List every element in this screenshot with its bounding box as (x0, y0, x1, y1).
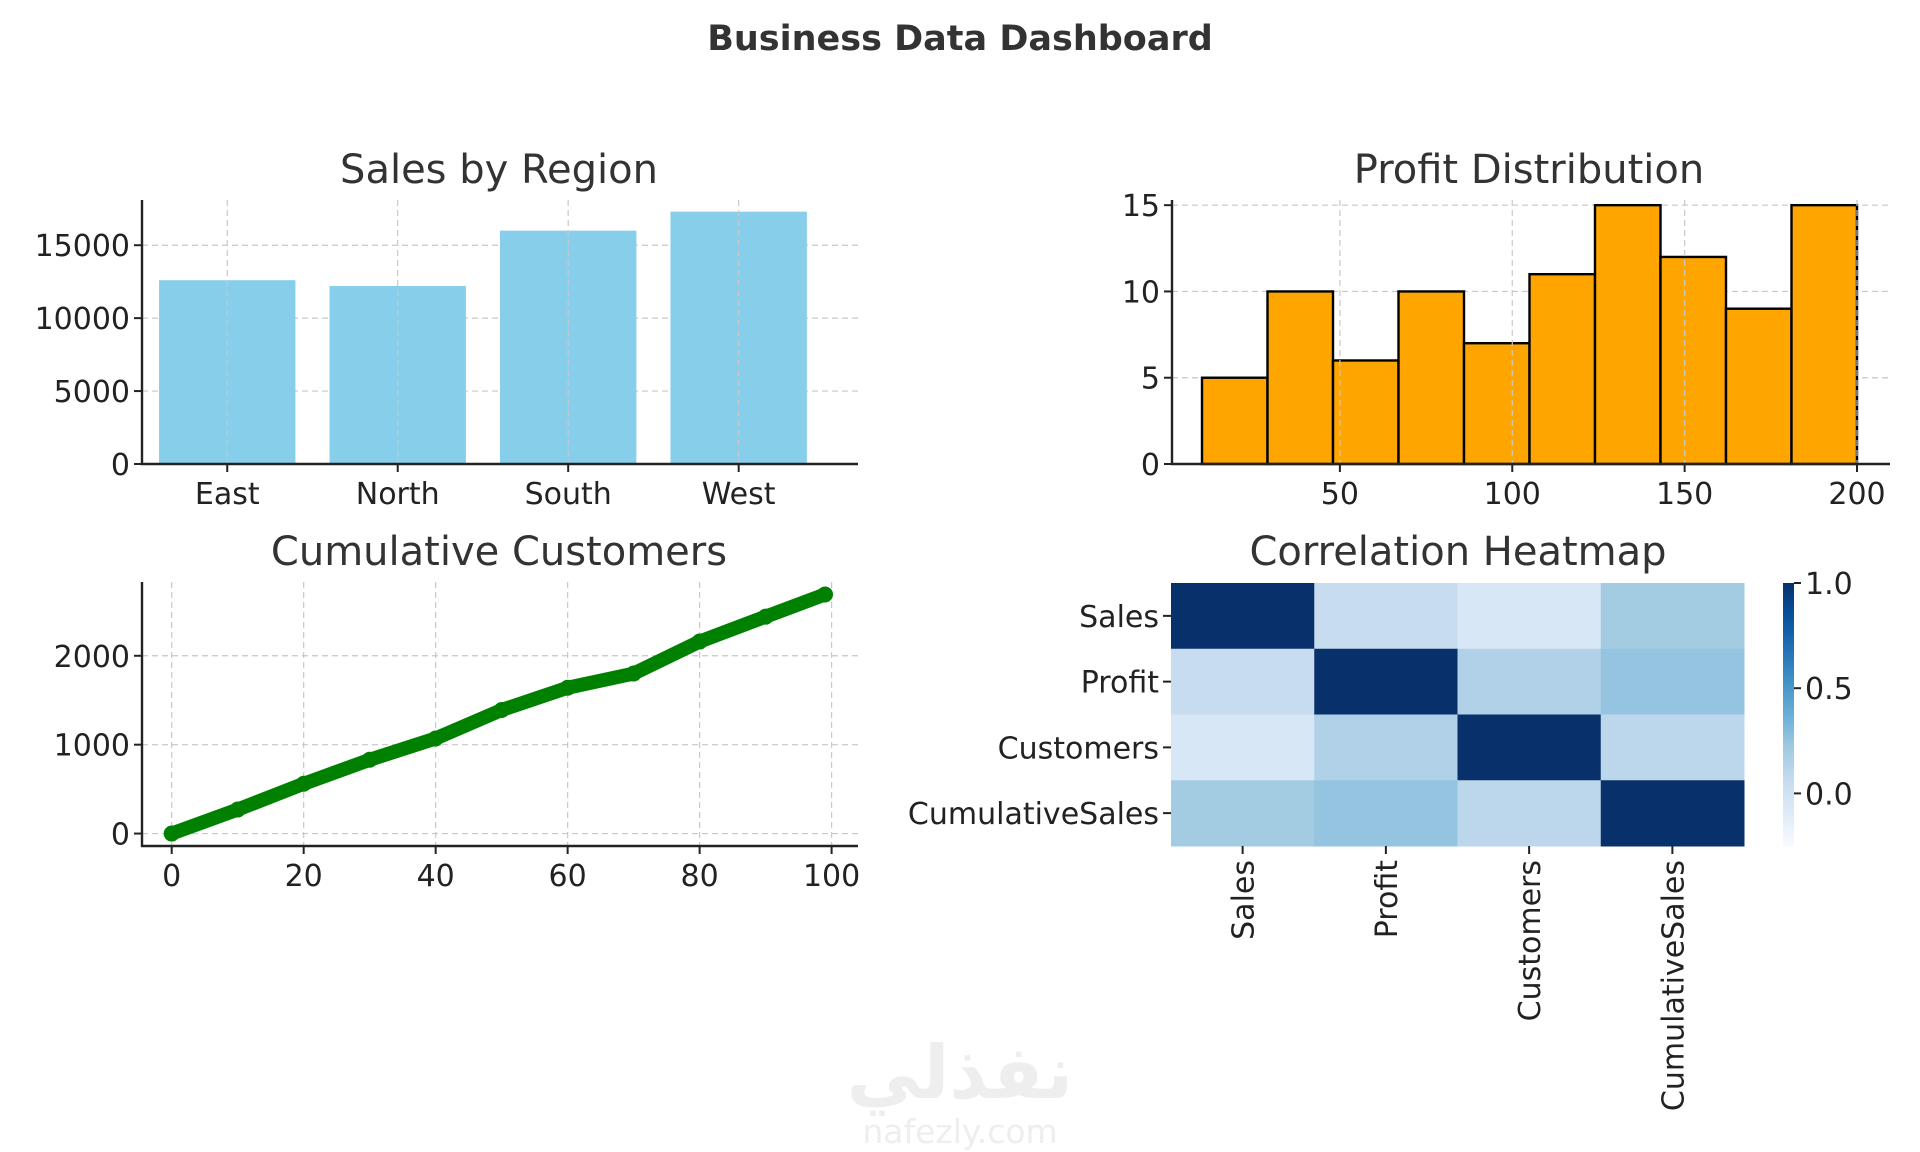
heatmap-row-label: Customers (998, 731, 1159, 766)
watermark: نفذلي nafezly.com (847, 1030, 1073, 1151)
heatmap-col-label: CumulativeSales (1656, 860, 1691, 1111)
hist-ytick-label: 5 (1141, 362, 1160, 397)
heatmap-cell-1-0 (1171, 648, 1315, 715)
line-xtick-label: 40 (417, 859, 455, 894)
bar-xtick-label: West (702, 477, 776, 512)
hist-bar-7 (1659, 255, 1728, 466)
hist-xtick-label: 50 (1321, 477, 1359, 512)
sales-by-region-title: Sales by Region (340, 147, 658, 193)
customers-point-10 (817, 586, 834, 603)
hist-bar-8 (1724, 307, 1793, 466)
customers-point-7 (625, 665, 642, 682)
customers-point-1 (229, 801, 246, 818)
bar-ytick-label: 0 (111, 448, 130, 483)
correlation-heatmap-title: Correlation Heatmap (1249, 529, 1666, 575)
heatmap-row-label: CumulativeSales (908, 797, 1159, 832)
heatmap-cell-0-2 (1457, 583, 1602, 650)
heatmap-col-label: Sales (1227, 860, 1262, 940)
line-xtick-label: 20 (285, 859, 323, 894)
hist-bar-3 (1397, 290, 1466, 466)
line-xtick-label: 100 (803, 859, 860, 894)
correlation-heatmap-chart: Correlation Heatmap Sales Sales Profit Prof… (908, 529, 1853, 1111)
customers-point-4 (427, 730, 444, 747)
customers-point-5 (493, 702, 510, 718)
hist-ytick-label: 10 (1122, 275, 1160, 310)
bar-ytick-label: 5000 (54, 375, 130, 410)
hist-ytick-label: 0 (1141, 448, 1160, 483)
customers-point-9 (757, 608, 774, 625)
hist-bar-1 (1266, 290, 1335, 466)
watermark-latin: nafezly.com (862, 1112, 1057, 1151)
cumulative-customers-chart: Cumulative Customers 0 1000 2000 0 20 40 60 80 1… (54, 529, 861, 894)
bar-ytick-label: 15000 (35, 229, 130, 264)
customers-point-0 (163, 825, 180, 842)
heatmap-cell-3-2 (1457, 780, 1602, 847)
heatmap-cell-3-3 (1600, 780, 1745, 847)
heatmap-cell-3-0 (1171, 780, 1315, 847)
heatmap-cell-2-1 (1314, 714, 1458, 781)
heatmap-col-label: Profit (1370, 860, 1405, 938)
hist-bar-2 (1331, 359, 1400, 466)
line-xtick-label: 60 (549, 859, 587, 894)
dashboard-title: Business Data Dashboard (707, 19, 1213, 59)
watermark-arabic: نفذلي (847, 1030, 1073, 1116)
heatmap-cell-1-2 (1457, 648, 1602, 715)
colorbar-tick-label: 0.0 (1805, 777, 1853, 812)
hist-bar-0 (1200, 376, 1269, 466)
hist-bar-9 (1790, 203, 1859, 466)
bar-xtick-label: South (525, 477, 612, 512)
heatmap-cell-2-3 (1600, 714, 1745, 781)
bar-ytick-label: 10000 (35, 302, 130, 337)
heatmap-cell-3-1 (1314, 780, 1458, 847)
customers-point-2 (295, 775, 312, 792)
heatmap-row-label: Profit (1081, 666, 1159, 701)
heatmap-cell-0-3 (1600, 583, 1745, 650)
line-xtick-label: 0 (162, 859, 181, 894)
hist-xtick-label: 150 (1656, 477, 1713, 512)
profit-distribution-title: Profit Distribution (1354, 147, 1704, 193)
cumulative-customers-title: Cumulative Customers (271, 529, 727, 575)
hist-bar-4 (1462, 342, 1531, 466)
heatmap-col-label: Customers (1513, 860, 1548, 1021)
customers-point-6 (559, 679, 576, 696)
customers-point-8 (691, 633, 708, 650)
line-ytick-label: 1000 (54, 729, 130, 764)
bar-xtick-label: East (195, 477, 260, 512)
hist-bar-5 (1528, 272, 1597, 466)
hist-bar-6 (1593, 203, 1662, 466)
colorbar (1783, 583, 1794, 846)
heatmap-cell-1-3 (1600, 648, 1745, 715)
hist-ytick-label: 15 (1122, 189, 1160, 224)
line-ytick-label: 0 (111, 818, 130, 853)
heatmap-cell-2-0 (1171, 714, 1315, 781)
heatmap-row-label: Sales (1079, 600, 1159, 635)
line-xtick-label: 80 (681, 859, 719, 894)
colorbar-tick-label: 1.0 (1805, 567, 1853, 602)
bar-west (670, 211, 807, 464)
line-axes (140, 582, 858, 848)
sales-by-region-chart: Sales by Region 0 5000 10000 15000 East North… (35, 147, 858, 512)
heatmap-cell-2-2 (1457, 714, 1602, 781)
hist-xtick-label: 100 (1484, 477, 1541, 512)
heatmap-cell-0-0 (1171, 583, 1315, 650)
bar-xtick-label: North (356, 477, 440, 512)
bar-axes (140, 200, 858, 466)
customers-point-3 (361, 751, 378, 768)
heatmap-cell-1-1 (1314, 648, 1458, 715)
heatmap-cell-0-1 (1314, 583, 1458, 650)
hist-xtick-label: 200 (1828, 477, 1885, 512)
hist-axes (1170, 200, 1890, 466)
colorbar-tick-label: 0.5 (1805, 672, 1853, 707)
profit-distribution-chart: Profit Distribution 0 5 10 15 50 100 150 200 (1122, 147, 1890, 512)
line-ytick-label: 2000 (54, 640, 130, 675)
